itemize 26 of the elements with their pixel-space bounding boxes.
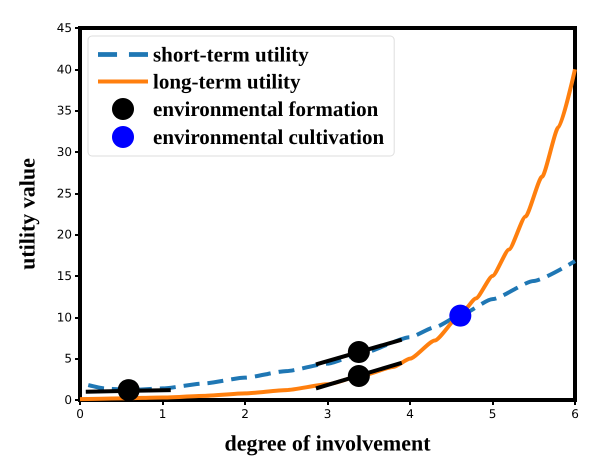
legend-label: environmental cultivation	[153, 125, 385, 149]
point	[449, 304, 472, 327]
y-tick-label: 5	[64, 352, 72, 366]
x-tick-label: 0	[76, 407, 84, 421]
point	[118, 379, 140, 402]
y-axis-title: utility value	[14, 158, 40, 270]
x-tick-label: 1	[158, 407, 166, 421]
y-tick-label: 15	[56, 269, 72, 283]
y-tick-label: 20	[56, 228, 72, 242]
y-tick-label: 25	[56, 186, 72, 200]
y-tick-label: 40	[56, 62, 72, 76]
legend-label: short-term utility	[153, 42, 310, 66]
x-tick-label: 5	[488, 407, 496, 421]
y-tick-label: 45	[56, 21, 72, 35]
y-tick-label: 10	[56, 310, 72, 324]
line-series	[78, 67, 577, 402]
x-tick-label: 2	[241, 407, 249, 421]
y-tick-label: 35	[56, 104, 72, 118]
legend-label: long-term utility	[153, 70, 302, 94]
x-tick-label: 3	[324, 407, 332, 421]
x-axis-title: degree of involvement	[224, 430, 432, 456]
y-tick-label: 0	[64, 393, 72, 407]
legend-label: environmental formation	[153, 97, 379, 121]
x-tick-label: 6	[571, 407, 579, 421]
y-tick-label: 30	[56, 145, 72, 159]
x-tick-label: 4	[406, 407, 414, 421]
